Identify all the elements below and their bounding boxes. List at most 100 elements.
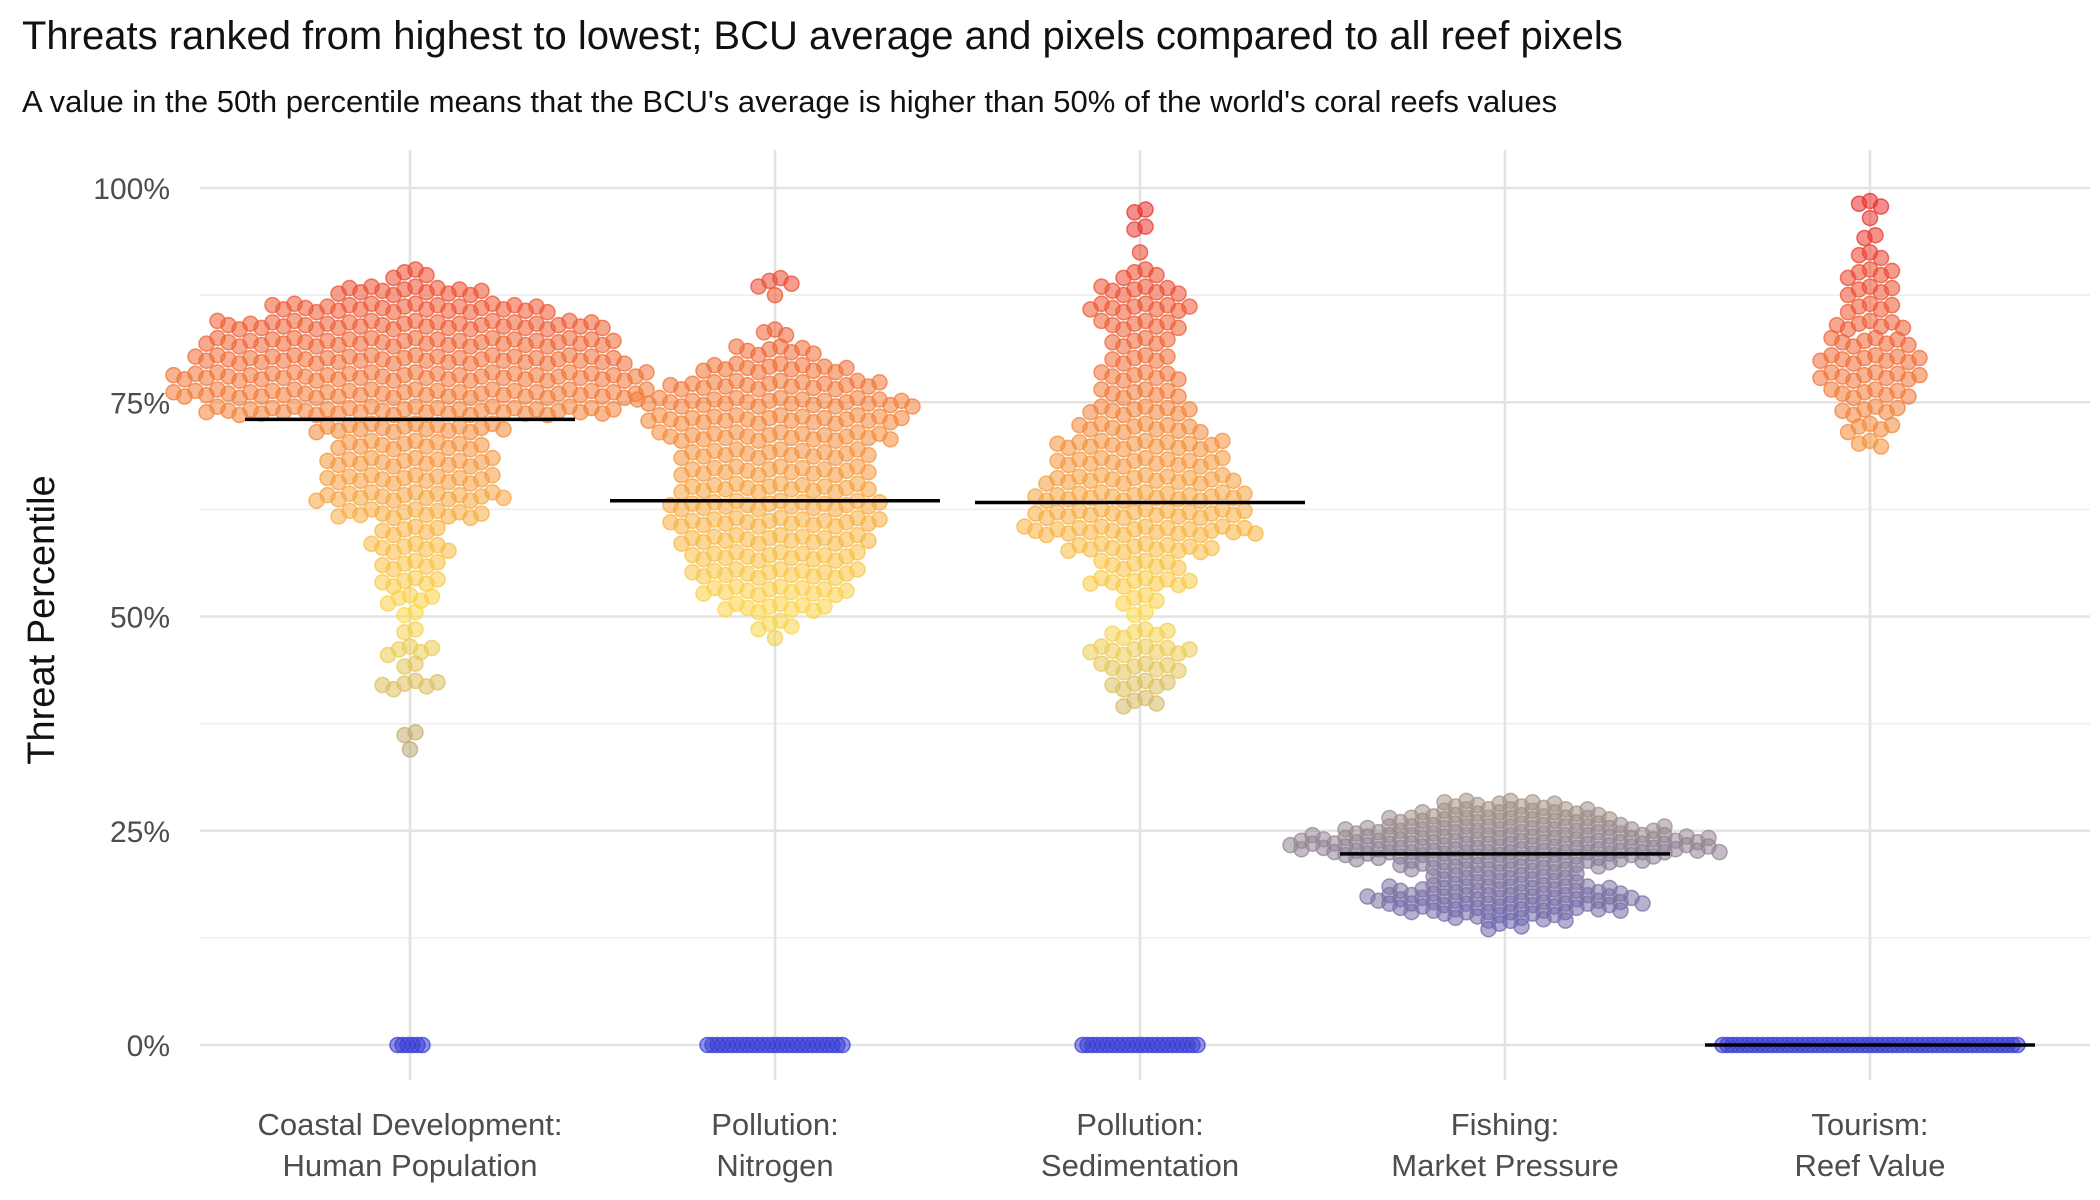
data-point xyxy=(539,303,556,321)
data-point xyxy=(1889,399,1906,417)
data-point xyxy=(1612,902,1629,919)
data-point xyxy=(1900,336,1917,354)
data-point xyxy=(1093,312,1110,330)
data-point xyxy=(1236,502,1253,520)
data-point xyxy=(440,542,457,559)
data-point xyxy=(1093,364,1110,381)
data-point xyxy=(1601,853,1618,871)
data-point xyxy=(662,513,679,531)
data-point xyxy=(1883,416,1901,434)
data-point xyxy=(1850,435,1868,452)
data-point xyxy=(594,319,611,337)
data-point xyxy=(1126,606,1143,624)
data-point xyxy=(423,639,441,657)
data-point xyxy=(484,449,501,467)
data-point xyxy=(1148,592,1165,610)
zero-point xyxy=(1074,1036,1091,1054)
category-labels: Coastal Development: Human Population Poll… xyxy=(258,1107,1946,1183)
data-point xyxy=(1436,905,1453,922)
data-point xyxy=(1861,209,1879,227)
data-point xyxy=(1839,286,1857,304)
data-point xyxy=(1181,641,1198,658)
data-point xyxy=(1834,402,1851,420)
category-label-line1: Tourism: xyxy=(1811,1107,1928,1142)
y-tick-label: 25% xyxy=(110,816,170,849)
data-point xyxy=(401,741,419,758)
data-point xyxy=(1359,888,1376,905)
data-point xyxy=(1104,625,1121,642)
data-point xyxy=(379,595,397,612)
data-point xyxy=(1093,655,1110,672)
data-point xyxy=(849,561,866,578)
data-point xyxy=(1115,595,1132,612)
point-layer xyxy=(165,192,2026,1054)
data-point xyxy=(1823,329,1840,347)
data-point xyxy=(473,282,490,300)
data-point xyxy=(1872,438,1890,455)
data-point xyxy=(1856,229,1873,247)
data-point xyxy=(1839,303,1857,321)
data-point xyxy=(673,449,690,467)
data-point xyxy=(1159,674,1176,691)
data-point xyxy=(816,598,833,615)
data-point xyxy=(1883,262,1901,280)
data-point xyxy=(429,571,446,588)
data-point xyxy=(1557,912,1574,929)
data-point xyxy=(1104,334,1121,351)
data-point xyxy=(374,676,391,694)
y-axis-title: Threat Percentile xyxy=(21,475,63,764)
data-point xyxy=(640,412,657,430)
data-point xyxy=(1170,319,1187,337)
category-label-line1: Fishing: xyxy=(1451,1107,1560,1142)
data-point xyxy=(1049,435,1066,452)
data-point xyxy=(860,463,877,481)
category-label-line2: Reef Value xyxy=(1794,1148,1945,1183)
data-point xyxy=(605,332,622,350)
data-point xyxy=(662,376,679,394)
data-point xyxy=(1170,559,1187,577)
data-point xyxy=(1159,622,1176,640)
data-point xyxy=(1082,403,1099,421)
category-label-line1: Coastal Development: xyxy=(258,1107,563,1142)
data-point xyxy=(1214,432,1231,450)
data-point xyxy=(396,606,413,624)
data-point xyxy=(308,492,325,509)
data-point xyxy=(1823,381,1840,398)
zero-point xyxy=(389,1036,406,1054)
y-tick-label: 75% xyxy=(110,387,170,420)
data-point xyxy=(695,585,712,602)
data-point xyxy=(629,391,646,408)
data-point xyxy=(319,469,336,487)
data-point xyxy=(1911,349,1928,367)
data-point xyxy=(1126,221,1143,238)
data-point xyxy=(1170,371,1187,388)
data-point xyxy=(684,546,701,564)
data-point xyxy=(165,384,182,401)
data-point xyxy=(1159,331,1176,348)
data-point xyxy=(495,489,512,507)
data-point xyxy=(429,674,446,691)
data-point xyxy=(1170,388,1187,405)
data-point xyxy=(838,359,855,377)
data-point xyxy=(385,269,402,287)
data-point xyxy=(1900,388,1917,405)
data-point xyxy=(673,466,690,484)
data-point xyxy=(1203,539,1220,557)
data-point xyxy=(1634,895,1651,912)
chart-title: Threats ranked from highest to lowest; B… xyxy=(22,14,1623,58)
y-tick-labels: 0% 25% 50% 75% 100% xyxy=(93,173,170,1063)
data-point xyxy=(374,522,391,540)
data-point xyxy=(1883,279,1901,297)
y-tick-label: 0% xyxy=(127,1030,170,1063)
data-point xyxy=(374,573,391,591)
zero-point xyxy=(834,1036,851,1054)
data-point xyxy=(1225,472,1242,490)
data-point xyxy=(860,481,877,498)
data-point xyxy=(330,285,347,302)
data-point xyxy=(484,466,501,484)
data-point xyxy=(1282,836,1299,854)
data-point xyxy=(1104,676,1121,694)
data-point xyxy=(673,535,690,552)
data-point xyxy=(187,348,204,365)
data-point xyxy=(1049,452,1066,470)
